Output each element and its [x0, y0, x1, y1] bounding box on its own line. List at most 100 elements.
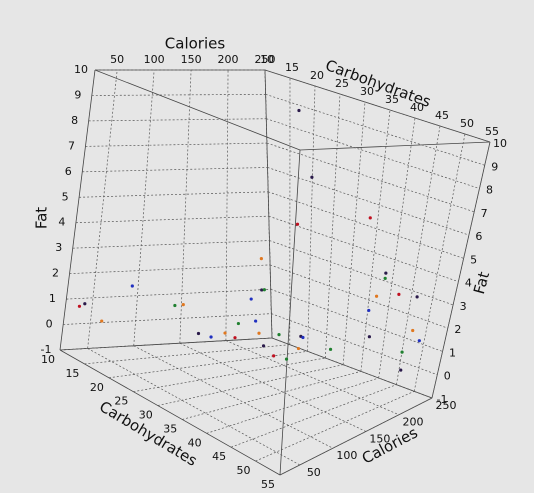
x-tick-label: 200 [218, 53, 239, 66]
point [253, 319, 258, 323]
y-tick-label: 25 [335, 77, 349, 90]
point [384, 271, 388, 275]
point [417, 339, 421, 343]
point [272, 354, 276, 358]
grid-line [269, 264, 448, 329]
point [77, 304, 82, 308]
y-tick-label: 15 [65, 367, 79, 380]
point [277, 333, 281, 337]
y-tick-label: 15 [285, 61, 299, 74]
z-tick-label: 7 [68, 139, 75, 152]
grid-line [87, 69, 118, 349]
point [367, 335, 372, 339]
point [209, 335, 213, 339]
z-tick-label: 4 [58, 216, 65, 229]
point [83, 302, 87, 306]
grid-line [307, 85, 316, 352]
x-tick-label: 250 [255, 53, 276, 66]
z-tick-label: 2 [52, 267, 59, 280]
y-tick-label: 10 [41, 353, 55, 366]
z-tick-label: 6 [475, 230, 482, 243]
grid-line [279, 397, 433, 476]
grid-line [268, 215, 459, 282]
grid-line [266, 142, 475, 213]
z-axis-title: Fat [33, 207, 51, 229]
grid-line [75, 215, 269, 224]
z-tick-label: -1 [437, 393, 448, 406]
point [262, 288, 266, 292]
grid-line [270, 288, 443, 352]
z-tick-label: 4 [465, 277, 472, 290]
z-tick-label: 1 [49, 292, 56, 305]
point [368, 216, 372, 220]
point [130, 284, 134, 288]
grid-line [324, 93, 341, 359]
grid-line [82, 167, 268, 173]
grid-line [255, 391, 415, 462]
grid-line [133, 357, 326, 393]
point [374, 294, 379, 298]
point [295, 222, 300, 226]
y-tick-label: 45 [435, 109, 449, 122]
point [249, 297, 253, 301]
grid-line [267, 167, 470, 236]
x-tick-label: 50 [110, 53, 124, 66]
y-tick-label: 20 [310, 69, 324, 82]
y-tick-label: 25 [114, 395, 128, 408]
point [223, 331, 227, 335]
grid-line [269, 240, 454, 306]
grid-line [79, 191, 269, 198]
z-tick-label: 5 [470, 253, 477, 266]
grid-line [179, 69, 192, 344]
grid-line [266, 118, 480, 189]
point [284, 357, 289, 361]
y-tick-label: 35 [163, 422, 177, 435]
grid-line [271, 313, 438, 376]
point [328, 347, 333, 351]
point [310, 175, 314, 179]
point [259, 257, 263, 261]
y-tick-label: 30 [360, 85, 374, 98]
point [233, 336, 237, 340]
z-tick-label: 2 [454, 323, 461, 336]
x-tick-label: 150 [369, 432, 390, 445]
grid-line [91, 94, 266, 96]
grid-line [225, 340, 400, 416]
point [181, 303, 185, 307]
edge [59, 69, 96, 351]
y-tick-label: 50 [460, 117, 474, 130]
z-tick-label: 1 [449, 346, 456, 359]
grid-line [69, 264, 271, 274]
z-tick-label: 3 [55, 241, 62, 254]
x-tick-label: 100 [336, 449, 357, 462]
point [236, 321, 241, 326]
grid-line [87, 348, 300, 466]
y-tick-label: 45 [212, 450, 226, 463]
point [173, 303, 177, 308]
points [77, 108, 421, 372]
edge [299, 141, 491, 151]
z-tick-label: -1 [41, 343, 52, 356]
edge [94, 69, 301, 151]
edge [431, 141, 491, 399]
y-tick-label: 35 [385, 93, 399, 106]
grid-line [264, 69, 491, 143]
z-tick-label: 7 [481, 207, 488, 220]
z-tick-label: 8 [486, 184, 493, 197]
y-tick-label: 55 [261, 478, 275, 491]
x-tick-label: 150 [181, 53, 202, 66]
grid-line [182, 370, 361, 420]
labels: 5050100100150150200200250250101015152020… [41, 53, 507, 491]
y-tick-label: 40 [410, 101, 424, 114]
z-tick-label: 5 [62, 190, 69, 203]
z-tick-label: 10 [493, 137, 507, 150]
point [196, 331, 201, 336]
x-tick-label: 250 [436, 399, 457, 412]
z-tick-label: 9 [491, 160, 498, 173]
point [415, 295, 419, 299]
z-tick-label: 8 [71, 114, 78, 127]
point [383, 276, 387, 280]
z-axis-title: Fat [470, 270, 493, 296]
